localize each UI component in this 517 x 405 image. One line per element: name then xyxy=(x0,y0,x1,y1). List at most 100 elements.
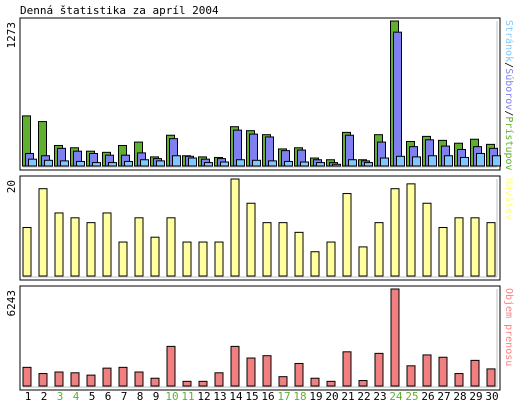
volume-bar xyxy=(70,372,80,387)
legend-top-separator: / xyxy=(503,110,514,116)
pages-bar xyxy=(140,159,149,167)
pages-bar xyxy=(396,155,405,167)
pages-bar xyxy=(300,161,309,167)
x-tick-label: 12 xyxy=(197,390,210,403)
x-tick-label: 24 xyxy=(389,390,403,403)
volume-bar xyxy=(470,359,480,387)
visits-bar xyxy=(262,222,272,277)
pages-bar xyxy=(172,155,181,167)
x-tick-label: 15 xyxy=(245,390,258,403)
volume-bar xyxy=(294,362,304,387)
visits-bar xyxy=(70,217,80,277)
pages-bar xyxy=(156,160,165,167)
visits-bar xyxy=(246,202,256,277)
pages-bar xyxy=(412,156,421,167)
pages-bar xyxy=(476,152,485,167)
x-tick-label: 1 xyxy=(25,390,32,403)
pages-bar xyxy=(28,158,37,167)
legend-top: Stránok/Súborov/Prístupov xyxy=(503,20,515,171)
y-max-label-2: 20 xyxy=(5,180,18,193)
visits-bar xyxy=(390,188,400,277)
visits-bar xyxy=(102,212,112,277)
volume-bar xyxy=(150,377,160,387)
volume-bar xyxy=(230,345,240,387)
volume-bar xyxy=(390,288,400,387)
x-tick-label: 3 xyxy=(57,390,64,403)
pages-bar xyxy=(348,159,357,167)
pages-bar xyxy=(92,162,101,167)
visits-bar xyxy=(230,178,240,277)
x-tick-label: 19 xyxy=(309,390,322,403)
pages-bar xyxy=(444,155,453,167)
volume-bar xyxy=(214,372,224,387)
volume-bar xyxy=(246,357,256,387)
pages-bar xyxy=(268,160,277,167)
visits-bar xyxy=(38,188,48,277)
files-bar xyxy=(393,31,402,167)
visits-bar xyxy=(470,217,480,277)
x-tick-label: 16 xyxy=(261,390,274,403)
visits-bar xyxy=(374,222,384,277)
visits-bar xyxy=(438,227,448,277)
pages-bar xyxy=(460,156,469,167)
x-tick-label: 13 xyxy=(213,390,226,403)
volume-bar xyxy=(86,374,96,387)
volume-bar xyxy=(118,366,128,387)
volume-bar xyxy=(38,373,48,387)
legend-top-entry: Prístupov xyxy=(503,116,515,170)
panel-frame-2 xyxy=(19,175,501,281)
visits-bar xyxy=(422,202,432,277)
visits-bar xyxy=(118,241,128,277)
legend-top-entry: Súborov xyxy=(503,68,515,110)
x-tick-label: 6 xyxy=(105,390,112,403)
x-tick-label: 29 xyxy=(469,390,482,403)
visits-bar xyxy=(134,217,144,277)
volume-bar xyxy=(342,351,352,387)
x-tick-label: 26 xyxy=(421,390,434,403)
volume-bar xyxy=(198,380,208,387)
legend-top-entry: Stránok xyxy=(503,20,515,62)
x-tick-label: 10 xyxy=(165,390,178,403)
pages-bar xyxy=(60,160,69,167)
x-tick-label: 25 xyxy=(405,390,418,403)
pages-bar xyxy=(492,155,501,167)
y-max-label-1: 1273 xyxy=(5,22,18,49)
x-tick-label: 5 xyxy=(89,390,96,403)
x-tick-label: 28 xyxy=(453,390,466,403)
visits-bar xyxy=(278,222,288,277)
volume-bar xyxy=(278,376,288,387)
pages-bar xyxy=(284,160,293,167)
volume-bar xyxy=(358,380,368,387)
visits-bar xyxy=(166,217,176,277)
visits-bar xyxy=(454,217,464,277)
x-tick-label: 9 xyxy=(153,390,160,403)
volume-bar xyxy=(182,380,192,387)
pages-bar xyxy=(252,159,261,167)
visits-bar xyxy=(182,241,192,277)
volume-bar xyxy=(374,352,384,387)
x-tick-label: 17 xyxy=(277,390,290,403)
visits-bar xyxy=(326,241,336,277)
volume-bar xyxy=(22,366,32,387)
visits-bar xyxy=(22,227,32,277)
legend-volume: Objem prenosu xyxy=(503,288,514,366)
visits-bar xyxy=(198,241,208,277)
pages-bar xyxy=(44,159,53,167)
pages-bar xyxy=(380,157,389,167)
pages-bar xyxy=(428,155,437,167)
volume-bar xyxy=(166,345,176,387)
visits-bar xyxy=(214,241,224,277)
x-tick-label: 7 xyxy=(121,390,128,403)
visits-bar xyxy=(150,236,160,277)
x-tick-label: 8 xyxy=(137,390,144,403)
volume-bar xyxy=(438,356,448,387)
pages-bar xyxy=(236,159,245,167)
visits-bar xyxy=(406,183,416,277)
volume-bar xyxy=(326,380,336,387)
pages-bar xyxy=(124,160,133,167)
x-tick-label: 11 xyxy=(181,390,194,403)
visits-bar xyxy=(86,222,96,277)
pages-bar xyxy=(188,157,197,167)
